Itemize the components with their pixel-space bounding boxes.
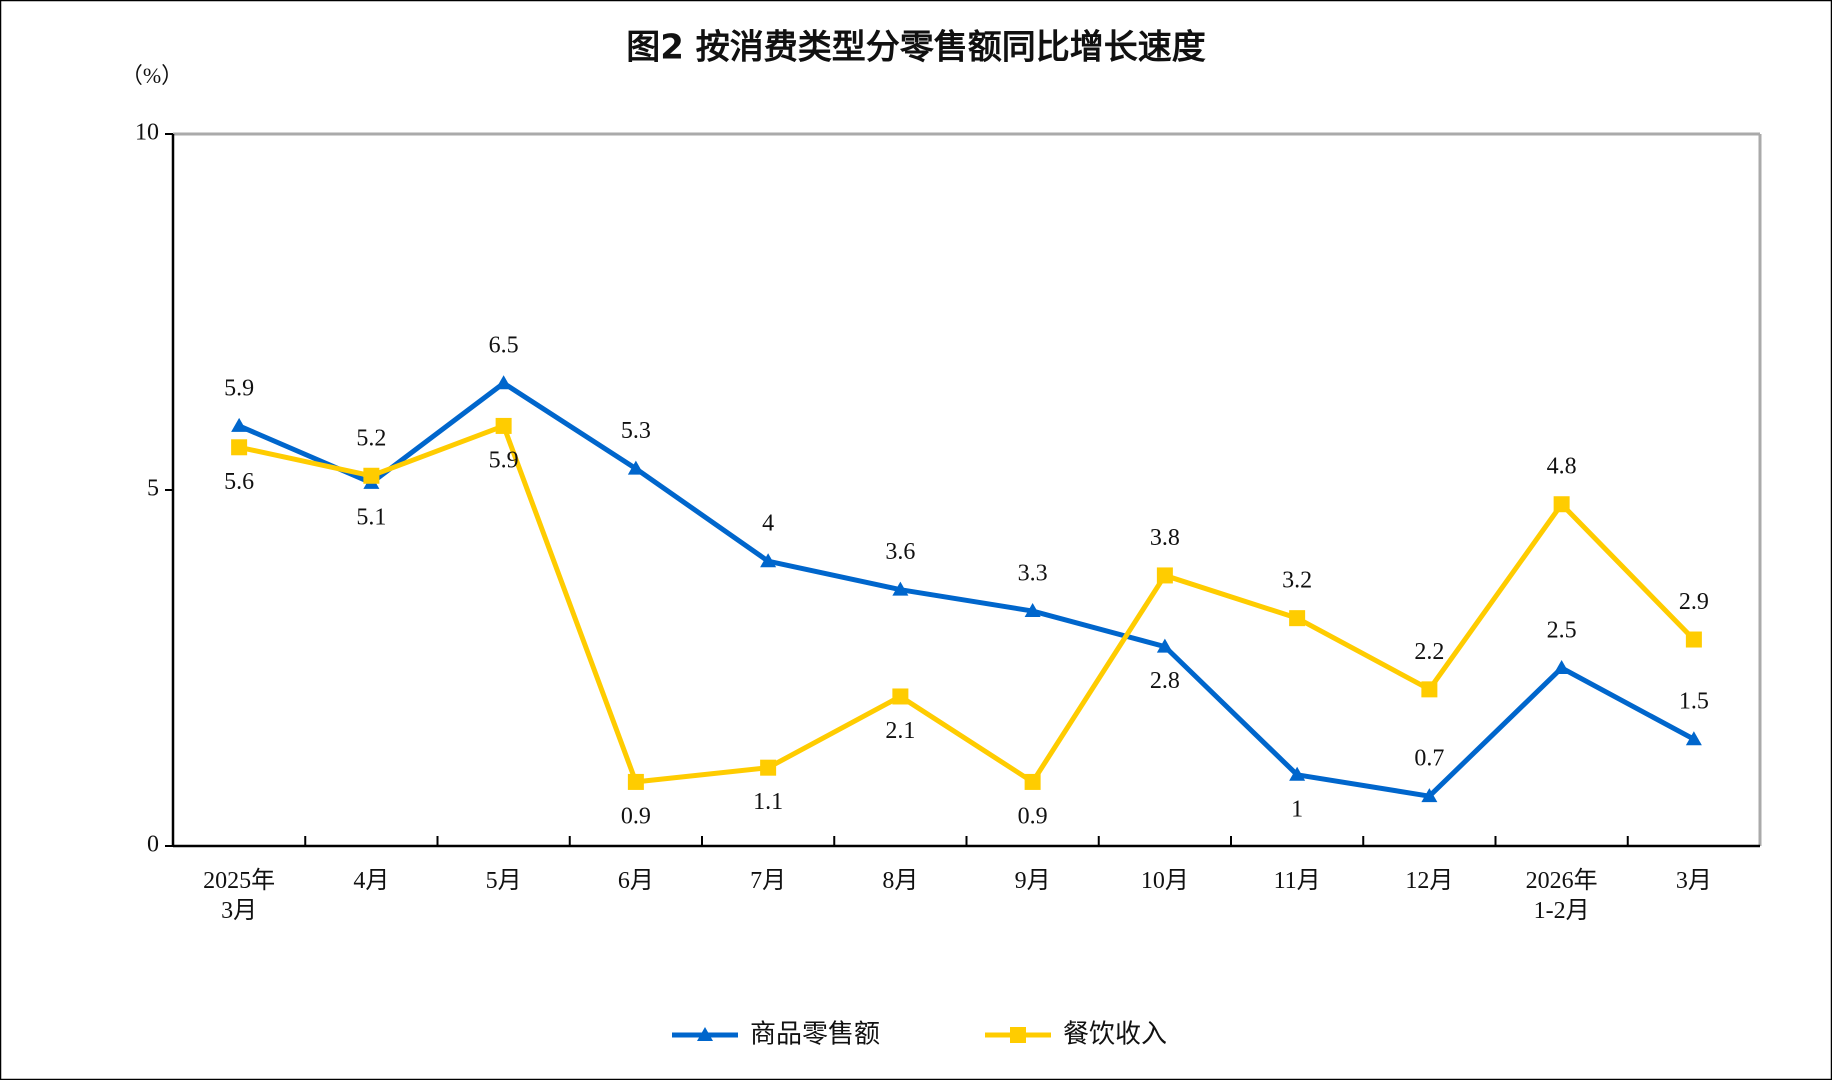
marker [1156, 567, 1173, 584]
y-unit: （%） [121, 63, 183, 88]
marker [1421, 788, 1438, 803]
marker [1685, 731, 1702, 746]
marker [892, 688, 909, 705]
legend-label: 商品零售额 [750, 1020, 880, 1050]
x-tick-label: 6月 [617, 868, 654, 894]
data-label: 0.7 [1414, 746, 1444, 772]
x-tick-label: 5月 [485, 868, 522, 894]
marker [892, 581, 909, 596]
x-tick-label: 10月 [1140, 868, 1189, 894]
x-tick-label: 2025年 3月 [203, 868, 276, 924]
data-label: 5.9 [489, 447, 519, 473]
data-label: 5.3 [621, 418, 651, 444]
data-label: 3.8 [1150, 525, 1180, 551]
data-label: 5.6 [224, 469, 254, 495]
marker [231, 439, 248, 456]
marker [1289, 610, 1306, 627]
marker [627, 460, 644, 475]
y-tick-label: 10 [135, 120, 159, 146]
data-label: 3.2 [1282, 568, 1312, 594]
data-label: 2.5 [1547, 618, 1577, 644]
marker [1553, 496, 1570, 513]
data-label: 1.5 [1679, 689, 1709, 715]
y-tick-label: 5 [147, 476, 159, 502]
marker [760, 759, 777, 776]
data-label: 5.1 [356, 504, 386, 530]
data-label: 3.6 [885, 539, 915, 565]
x-tick-label: 7月 [750, 868, 787, 894]
x-tick-label: 4月 [353, 868, 390, 894]
x-tick-label: 2026年 1-2月 [1525, 868, 1598, 924]
data-label: 0.9 [1018, 803, 1048, 829]
data-label: 3.3 [1018, 561, 1048, 587]
marker [627, 773, 644, 790]
series-line [238, 380, 1696, 799]
marker [231, 417, 248, 432]
marker [495, 417, 512, 434]
legend-marker [697, 1027, 713, 1041]
data-label: 1.1 [753, 789, 783, 815]
data-label: 2.9 [1679, 589, 1709, 615]
marker [1553, 660, 1570, 674]
x-tick-label: 12月 [1405, 868, 1454, 894]
chart-title: 图2 按消费类型分零售额同比增长速度 [626, 28, 1206, 68]
y-tick-label: 0 [147, 832, 159, 858]
marker [1289, 766, 1306, 781]
data-label: 1 [1291, 796, 1303, 822]
data-label: 0.9 [621, 803, 651, 829]
series-line [238, 423, 1696, 785]
data-label: 2.8 [1150, 668, 1180, 694]
data-label: 2.1 [885, 718, 915, 744]
marker [1421, 681, 1438, 698]
marker [363, 467, 380, 484]
legend-label: 餐饮收入 [1063, 1020, 1167, 1050]
marker [1156, 638, 1173, 653]
marker [1685, 631, 1702, 648]
marker [760, 553, 777, 568]
x-tick-label: 11月 [1273, 868, 1321, 894]
data-label: 2.2 [1414, 639, 1444, 665]
marker [1024, 773, 1041, 790]
data-label: 6.5 [489, 333, 519, 359]
marker [495, 375, 512, 390]
marker [1024, 603, 1041, 618]
x-tick-label: 9月 [1014, 868, 1051, 894]
data-label: 4.8 [1547, 454, 1577, 480]
x-tick-label: 8月 [882, 868, 919, 894]
data-label: 4 [762, 511, 774, 537]
data-label: 5.9 [224, 375, 254, 401]
legend-marker [1010, 1027, 1026, 1043]
data-label: 5.2 [356, 425, 386, 451]
x-tick-label: 3月 [1675, 868, 1712, 894]
